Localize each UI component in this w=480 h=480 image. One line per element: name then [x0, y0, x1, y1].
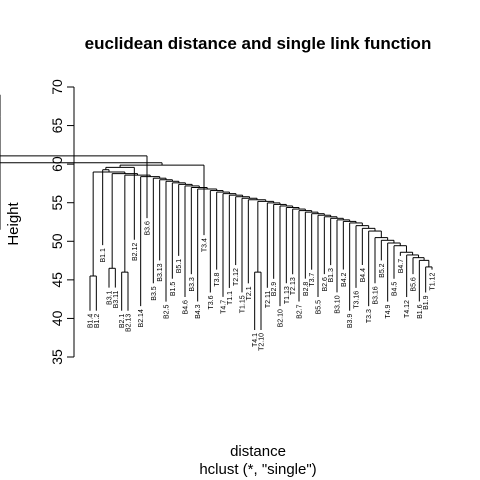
- y-tick-label: 55: [49, 195, 65, 211]
- y-tick-label: 35: [49, 349, 65, 365]
- leaf-label: T2.1: [246, 286, 253, 300]
- leaf-label: B2.10: [278, 309, 285, 327]
- leaf-label: B2.9: [271, 282, 278, 297]
- leaf-label: T1.1: [227, 291, 234, 305]
- chart-subtitle: hclust (*, "single"): [199, 461, 316, 478]
- x-axis-label: distance: [230, 443, 286, 460]
- leaf-label: T3.16: [354, 291, 361, 309]
- leaf-label: T2.10: [259, 333, 266, 351]
- leaf-label: T1.12: [430, 273, 437, 291]
- leaf-label: B3.1: [107, 290, 114, 305]
- leaf-label: B2.5: [164, 304, 171, 319]
- y-tick-label: 60: [49, 156, 65, 172]
- y-tick-label: 70: [49, 79, 65, 95]
- leaf-label: B2.12: [132, 243, 139, 261]
- leaf-label: B2.6: [322, 277, 329, 292]
- leaf-label: B2.13: [126, 314, 133, 332]
- leaf-label: B4.6: [183, 300, 190, 315]
- leaf-label: B5.1: [176, 259, 183, 274]
- leaf-label: B2.7: [297, 304, 304, 319]
- leaf-label: B1.3: [328, 268, 335, 283]
- y-tick-label: 65: [49, 118, 65, 134]
- chart-title: euclidean distance and single link funct…: [85, 34, 432, 53]
- leaf-label: B4.3: [195, 304, 202, 319]
- leaf-label: T1.13: [284, 286, 291, 304]
- leaf-label: B2.14: [138, 309, 145, 327]
- leaf-label: T2.11: [265, 291, 272, 308]
- leaf-label: B4.4: [360, 268, 367, 283]
- leaf-label: B1.1: [100, 248, 107, 263]
- leaf-label: B1.9: [423, 295, 430, 310]
- leaf-label: T3.3: [366, 309, 373, 323]
- leaf-label: B3.5: [151, 286, 158, 301]
- leaf-label: T2.13: [290, 277, 297, 295]
- leaf-label: T3.4: [202, 238, 209, 252]
- leaf-label: T3.8: [214, 273, 221, 287]
- y-axis: 35 40 45 50 55 60 65 70: [49, 79, 75, 365]
- leaf-label: T4.7: [221, 300, 228, 314]
- leaf-label: B1.2: [94, 314, 101, 329]
- leaf-label: B3.11: [113, 290, 120, 308]
- leaf-label: T4.12: [404, 300, 411, 318]
- dendrogram-tree: [0, 94, 433, 330]
- leaf-labels: B1.4 B1.2 B3.1 B3.11 B2.1 B2.13 T4.1 T2.10 B2.14…: [0, 0, 437, 351]
- leaf-label: T3.7: [309, 273, 316, 287]
- leaf-label: T2.12: [233, 268, 240, 286]
- leaf-label: B2.8: [303, 282, 310, 297]
- y-tick-label: 40: [49, 310, 65, 326]
- y-axis-label: Height: [5, 201, 22, 245]
- leaf-label: B1.4: [88, 314, 95, 329]
- leaf-label: T4.9: [385, 304, 392, 318]
- leaf-label: B3.3: [189, 277, 196, 292]
- leaf-label: B4.7: [398, 259, 405, 274]
- leaf-label: B2.1: [119, 314, 126, 329]
- leaf-label: B3.6: [145, 221, 152, 236]
- y-tick-label: 50: [49, 233, 65, 249]
- leaf-label: B4.2: [341, 272, 348, 287]
- y-tick-label: 45: [49, 272, 65, 288]
- leaf-label: T1.15: [240, 295, 247, 313]
- leaf-label: B3.13: [157, 263, 164, 281]
- leaf-label: T4.1: [252, 333, 259, 347]
- leaf-label: B5.2: [379, 263, 386, 278]
- leaf-label: B1.6: [417, 304, 424, 319]
- leaf-label: B3.10: [335, 295, 342, 313]
- leaf-label: T3.6: [208, 295, 215, 309]
- leaf-label: B1.5: [170, 282, 177, 297]
- leaf-label: B5.6: [411, 277, 418, 292]
- leaf-label: B4.5: [392, 282, 399, 297]
- leaf-label: B5.5: [316, 300, 323, 315]
- leaf-label: B3.16: [373, 286, 380, 304]
- leaf-label: B3.9: [347, 314, 354, 329]
